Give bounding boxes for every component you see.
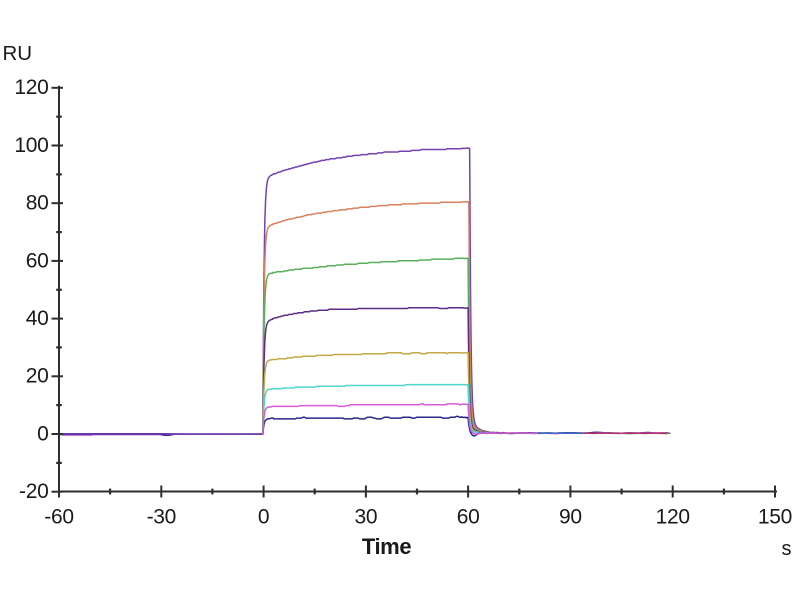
svg-text:-30: -30 xyxy=(147,506,176,529)
svg-text:0: 0 xyxy=(258,506,269,529)
svg-text:90: 90 xyxy=(559,506,582,529)
svg-text:0: 0 xyxy=(37,422,48,445)
svg-text:Time: Time xyxy=(362,534,412,559)
svg-text:-20: -20 xyxy=(19,480,48,503)
svg-text:s: s xyxy=(782,538,792,560)
svg-text:60: 60 xyxy=(457,506,480,529)
svg-text:40: 40 xyxy=(26,307,49,330)
svg-text:150: 150 xyxy=(758,506,792,529)
svg-text:30: 30 xyxy=(355,506,378,529)
svg-text:120: 120 xyxy=(14,76,48,99)
svg-text:20: 20 xyxy=(26,365,49,388)
svg-text:60: 60 xyxy=(26,249,49,272)
svg-text:RU: RU xyxy=(3,42,33,65)
svg-text:80: 80 xyxy=(26,192,49,215)
svg-text:120: 120 xyxy=(656,506,690,529)
svg-text:-60: -60 xyxy=(44,506,73,529)
svg-text:100: 100 xyxy=(14,134,48,157)
